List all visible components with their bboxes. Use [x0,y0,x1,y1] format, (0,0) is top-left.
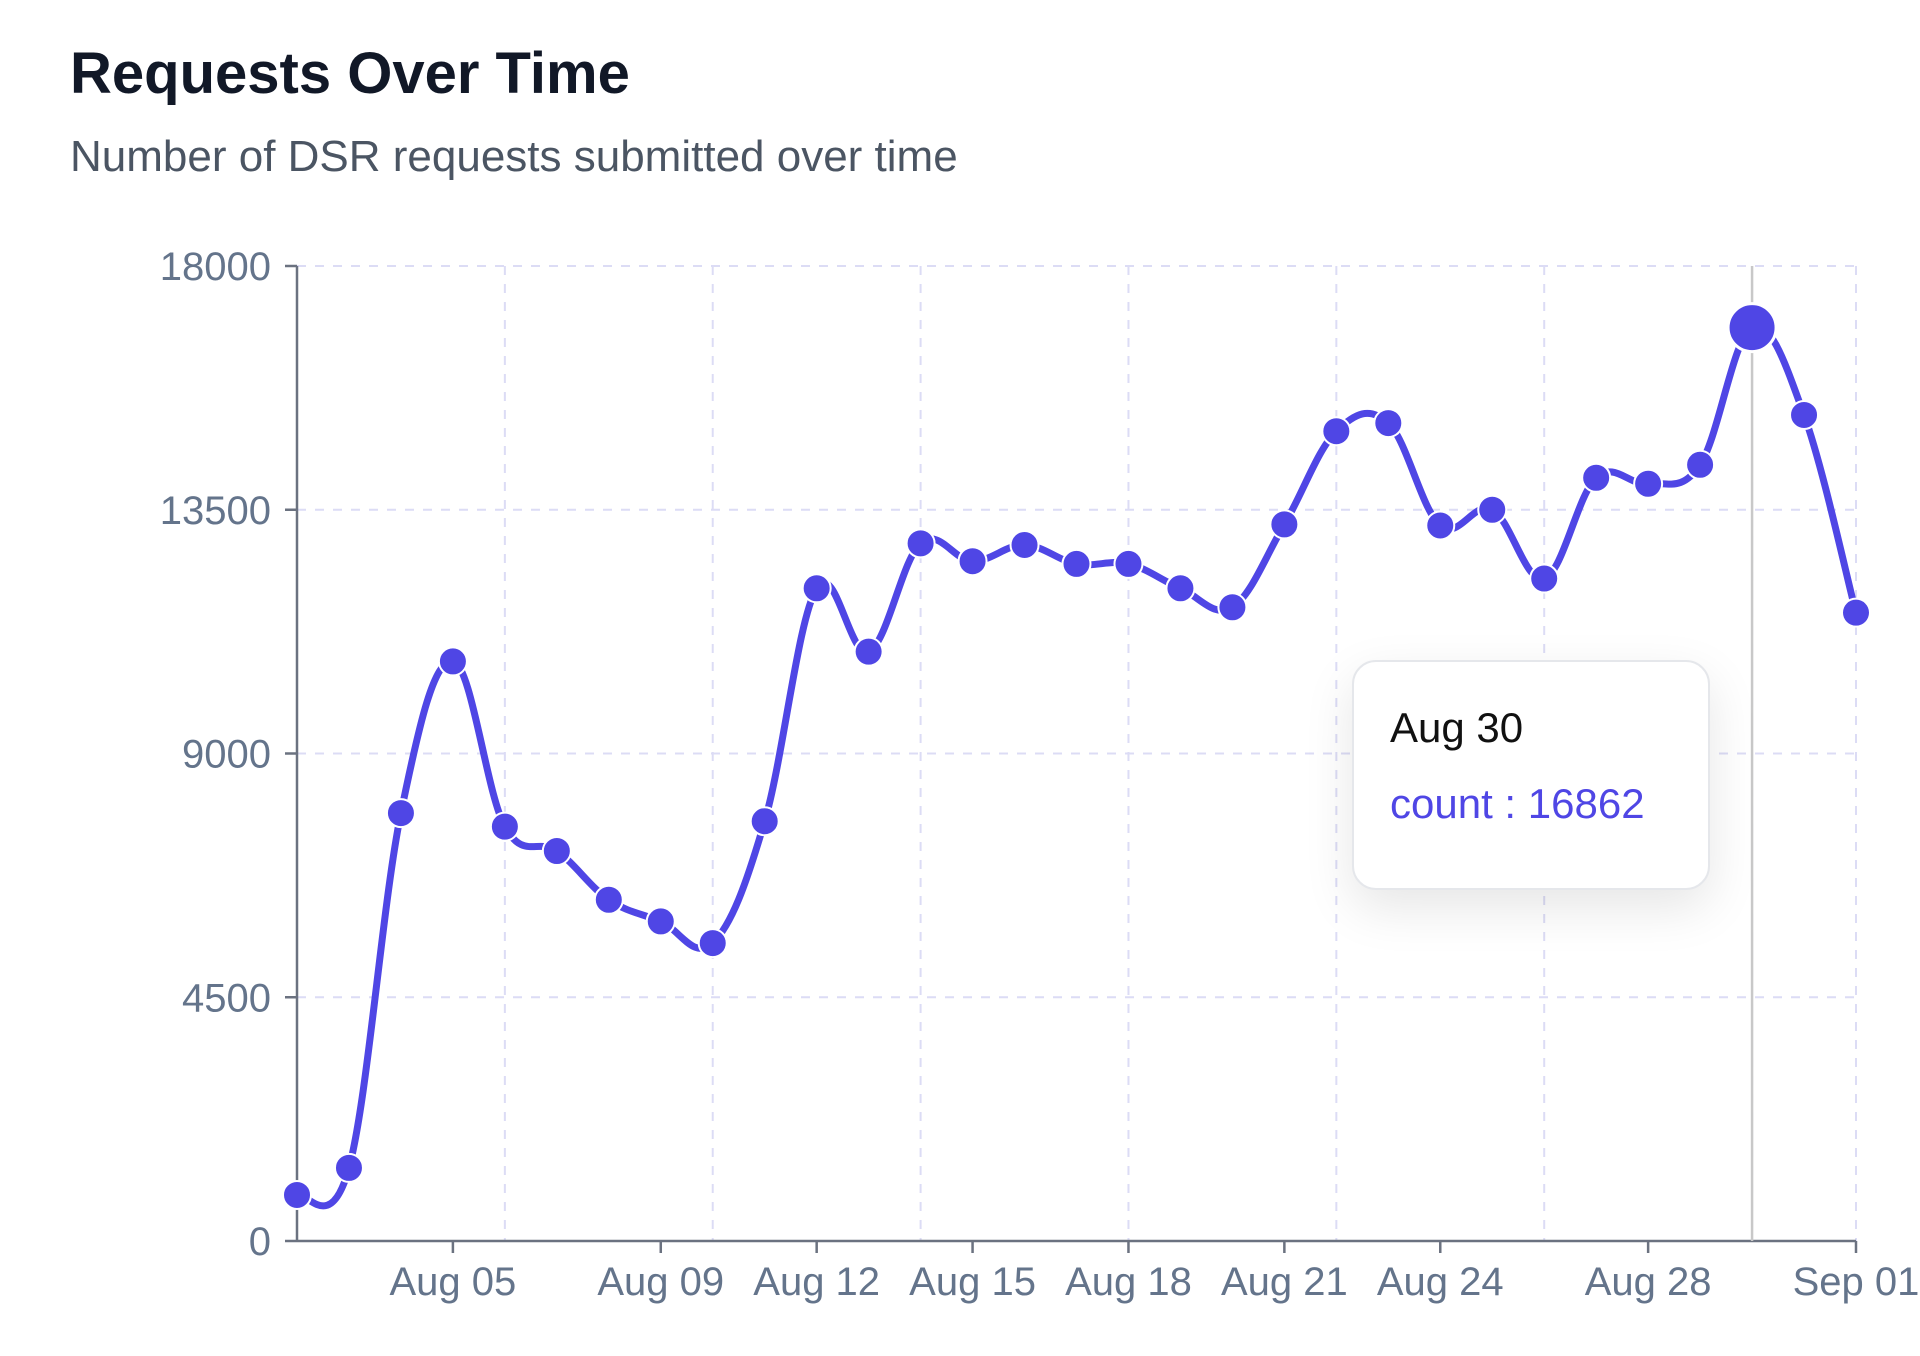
tooltip-value: count : 16862 [1390,780,1672,828]
data-point[interactable] [1269,509,1300,540]
y-tick-label: 4500 [182,976,271,1020]
data-point[interactable] [1009,529,1040,560]
y-tick-label: 0 [249,1220,271,1264]
data-point[interactable] [1113,548,1144,579]
data-point[interactable] [1321,416,1352,447]
x-tick-label: Aug 18 [1065,1260,1192,1304]
x-tick-label: Sep 01 [1793,1260,1920,1304]
tooltip-series-label: count [1390,780,1493,827]
y-tick-label: 9000 [182,733,271,777]
chart-title: Requests Over Time [70,41,630,106]
data-point[interactable] [437,646,468,677]
tooltip-separator: : [1492,780,1528,827]
data-point[interactable] [801,573,832,604]
data-point[interactable] [1529,563,1560,594]
tooltip: Aug 30 count : 16862 [1352,660,1710,890]
data-point[interactable] [1061,548,1092,579]
chart-subtitle: Number of DSR requests submitted over ti… [70,132,958,181]
x-tick-label: Aug 09 [597,1260,724,1304]
data-point[interactable] [645,906,676,937]
y-tick-label: 18000 [160,245,271,289]
data-point-active[interactable] [1726,302,1778,354]
x-tick-label: Aug 15 [909,1260,1036,1304]
data-point[interactable] [1477,494,1508,525]
data-point[interactable] [333,1152,364,1183]
y-tick-label: 13500 [160,489,271,533]
data-point[interactable] [541,836,572,866]
data-point[interactable] [1685,449,1716,480]
tooltip-date: Aug 30 [1390,704,1524,751]
point-layer[interactable] [282,302,1871,1210]
data-point[interactable] [1165,573,1196,604]
data-point[interactable] [749,806,780,837]
data-point[interactable] [489,811,520,842]
data-point[interactable] [1425,510,1456,541]
x-tick-label: Aug 05 [390,1260,517,1304]
data-point[interactable] [957,546,988,577]
x-tick-label: Aug 12 [753,1260,880,1304]
axis-layer: 0 4500 9000 13500 18000 Aug 05 Aug 09 Aug 12 Aug… [160,245,1920,1304]
data-point[interactable] [905,528,936,559]
data-point[interactable] [853,636,884,667]
data-point[interactable] [697,928,728,959]
data-point[interactable] [1581,462,1612,493]
data-point[interactable] [1373,408,1404,439]
data-point[interactable] [385,798,416,829]
tooltip-value-number: 16862 [1527,780,1645,827]
data-point[interactable] [593,884,624,915]
data-point[interactable] [1217,592,1248,623]
data-point[interactable] [282,1179,312,1210]
x-tick-label: Aug 28 [1585,1260,1712,1304]
x-tick-label: Aug 21 [1221,1260,1348,1304]
data-point[interactable] [1789,399,1820,430]
data-point[interactable] [1633,468,1664,499]
data-point[interactable] [1841,597,1871,628]
x-tick-label: Aug 24 [1377,1260,1504,1304]
